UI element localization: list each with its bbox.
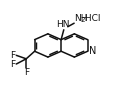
Text: F: F <box>11 59 16 69</box>
Text: F: F <box>11 51 16 60</box>
Text: HN: HN <box>56 20 70 29</box>
Text: N: N <box>89 46 96 56</box>
Text: 2: 2 <box>80 17 85 23</box>
Text: NH: NH <box>74 14 88 23</box>
Text: F: F <box>24 68 29 77</box>
Text: ·HCl: ·HCl <box>82 14 100 23</box>
